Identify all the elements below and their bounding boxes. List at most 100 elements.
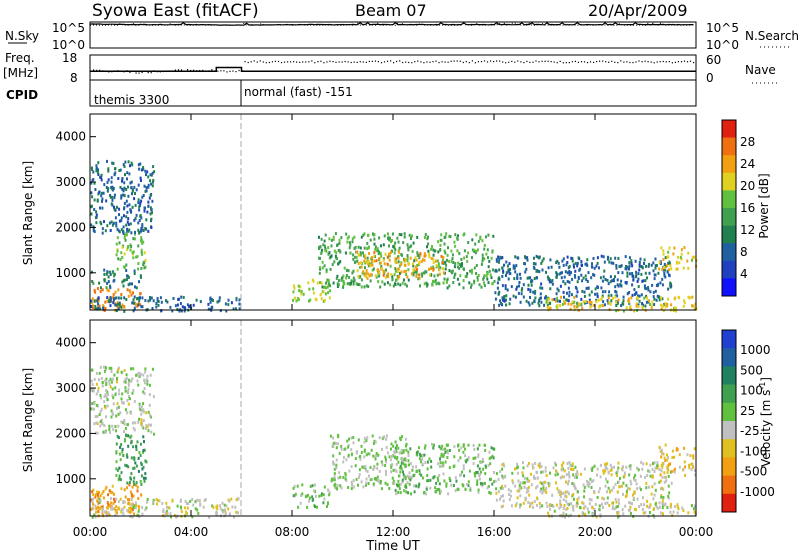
nave-point [459,60,461,62]
heatmap-cell [555,299,557,303]
heatmap-cell [673,297,676,301]
nave-point [599,60,601,62]
heatmap-cell [435,264,438,268]
heatmap-cell [469,486,472,490]
heatmap-cell [483,281,485,285]
heatmap-cell [663,471,666,475]
heatmap-cell [500,495,503,499]
heatmap-cell [505,274,507,278]
heatmap-cell [660,495,663,499]
heatmap-cell [602,469,605,473]
heatmap-cell [420,260,423,264]
heatmap-cell [93,198,96,202]
heatmap-cell [127,275,130,279]
heatmap-cell [594,287,597,291]
heatmap-cell [144,227,147,230]
heatmap-cell [500,301,502,305]
heatmap-cell [688,463,690,467]
heatmap-cell [453,276,456,279]
heatmap-cell [344,251,347,255]
heatmap-cell [367,233,370,237]
heatmap-cell [571,462,574,466]
heatmap-cell [646,276,648,280]
heatmap-cell [610,293,613,297]
heatmap-cell [365,275,368,279]
heatmap-cell [678,453,681,457]
heatmap-cell [130,502,133,506]
heatmap-cell [140,474,143,478]
heatmap-cell [623,474,626,478]
heatmap-cell [629,306,632,310]
heatmap-cell [603,303,606,307]
heatmap-cell [672,252,675,256]
heatmap-cell [140,405,143,409]
heatmap-cell [480,461,483,464]
nave-point [99,69,101,71]
heatmap-cell [350,480,353,484]
heatmap-cell [610,466,613,470]
heatmap-cell [668,246,671,250]
heatmap-cell [561,475,564,479]
heatmap-cell [393,481,396,485]
heatmap-cell [447,246,449,250]
heatmap-cell [418,260,421,264]
heatmap-cell [446,253,449,257]
heatmap-cell [152,165,155,169]
heatmap-cell [123,380,126,384]
heatmap-cell [625,267,628,271]
heatmap-cell [435,481,438,485]
heatmap-cell [433,249,436,253]
heatmap-cell [634,473,637,477]
heatmap-cell [590,290,593,294]
heatmap-cell [467,456,470,460]
heatmap-cell [668,462,671,466]
heatmap-cell [130,161,133,165]
heatmap-cell [565,473,568,477]
heatmap-cell [90,407,93,411]
heatmap-cell [397,276,400,280]
heatmap-cell [547,305,550,309]
heatmap-cell [390,470,393,474]
heatmap-cell [141,512,144,516]
heatmap-cell [692,454,695,458]
heatmap-cell [399,491,402,495]
heatmap-cell [390,273,393,277]
heatmap-cell [342,475,345,479]
heatmap-cell [120,507,123,511]
heatmap-cell [452,484,455,487]
heatmap-cell [693,447,696,451]
heatmap-cell [387,451,389,455]
heatmap-cell [504,484,507,488]
heatmap-cell [556,259,559,263]
heatmap-cell [238,302,241,306]
heatmap-cell [395,492,398,496]
heatmap-cell [478,467,481,471]
heatmap-cell [91,195,94,199]
heatmap-cell [140,179,142,182]
heatmap-cell [90,223,93,227]
heatmap-cell [608,301,611,305]
heatmap-cell [483,284,486,288]
heatmap-cell [132,256,135,260]
heatmap-cell [92,502,95,506]
heatmap-cell [345,276,348,280]
heatmap-cell [126,210,129,214]
heatmap-cell [549,301,551,305]
heatmap-cell [527,485,530,489]
nave-point [190,69,192,72]
heatmap-cell [143,261,146,265]
heatmap-cell [536,476,539,480]
heatmap-cell [108,379,111,383]
heatmap-cell [348,241,351,245]
heatmap-cell [120,251,123,255]
heatmap-cell [103,220,105,224]
heatmap-cell [604,462,606,466]
heatmap-cell [104,406,107,410]
heatmap-cell [413,490,416,494]
heatmap-cell [115,429,118,433]
nave-point [659,61,661,63]
cpid-segment-1: themis 3300 [94,93,169,107]
heatmap-cell [382,258,385,262]
heatmap-cell [174,304,177,308]
